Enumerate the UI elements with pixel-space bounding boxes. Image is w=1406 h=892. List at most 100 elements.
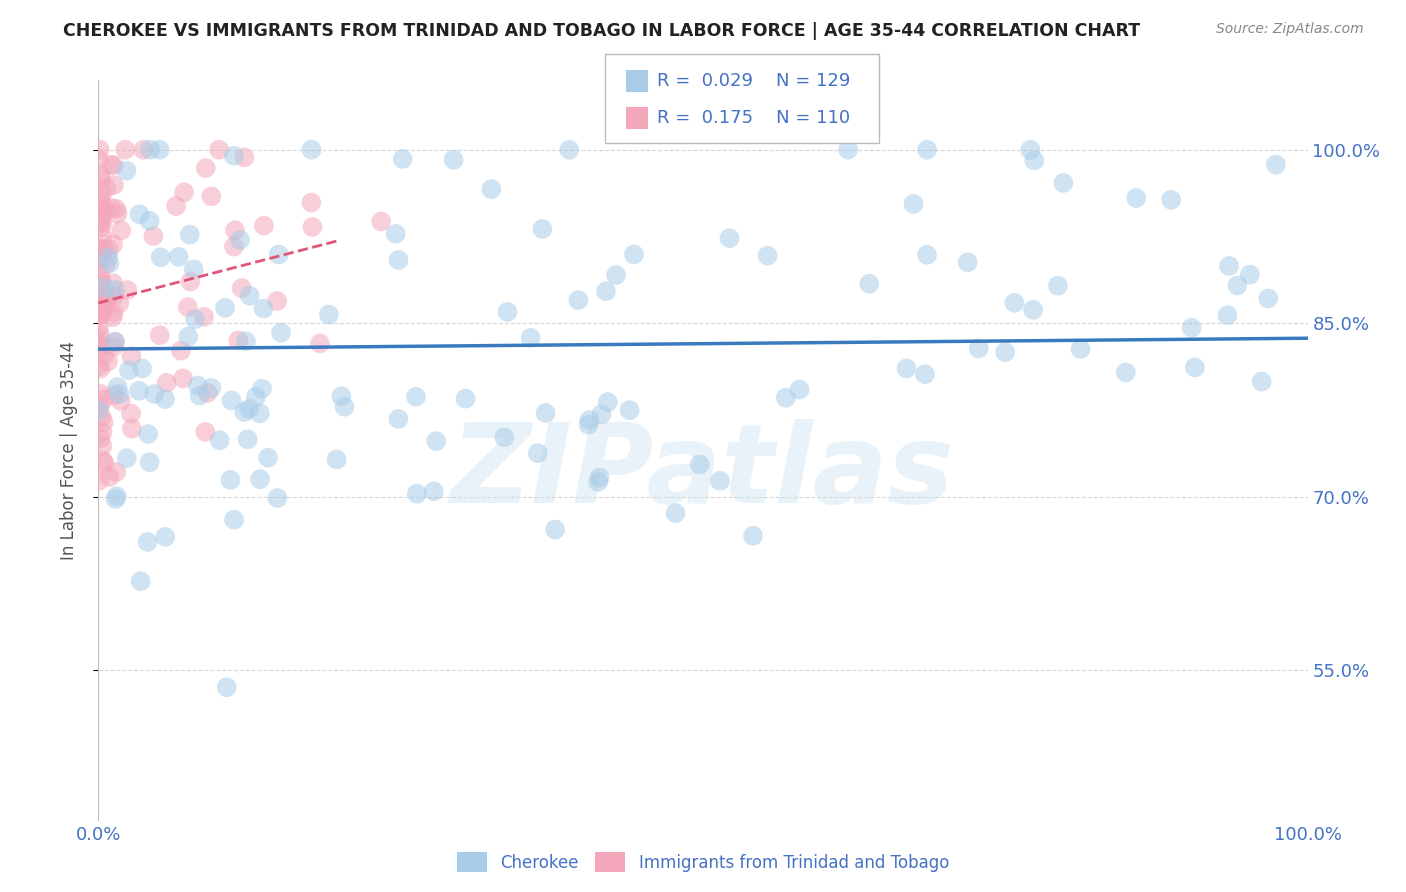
- Point: [266, 491, 288, 505]
- Point: [299, 195, 322, 210]
- Point: [87, 403, 110, 417]
- Y-axis label: In Labor Force | Age 35-44: In Labor Force | Age 35-44: [59, 341, 77, 560]
- Point: [87, 242, 110, 256]
- Point: [98, 256, 121, 270]
- Point: [128, 207, 150, 221]
- Point: [544, 523, 567, 537]
- Point: [235, 334, 257, 349]
- Point: [250, 382, 273, 396]
- Point: [1226, 278, 1249, 293]
- Point: [100, 201, 122, 215]
- Point: [110, 393, 132, 408]
- Point: [188, 389, 211, 403]
- Point: [1024, 153, 1046, 168]
- Point: [301, 143, 323, 157]
- Point: [121, 422, 143, 436]
- Point: [222, 149, 245, 163]
- Point: [89, 432, 111, 446]
- Point: [1160, 193, 1182, 207]
- Point: [87, 320, 110, 334]
- Point: [107, 380, 129, 394]
- Point: [193, 310, 215, 324]
- Point: [229, 233, 252, 247]
- Point: [197, 385, 219, 400]
- Point: [90, 275, 112, 289]
- Point: [115, 451, 138, 466]
- Point: [179, 227, 201, 242]
- Point: [87, 293, 110, 308]
- Point: [238, 401, 260, 416]
- Point: [214, 301, 236, 315]
- Point: [93, 415, 115, 429]
- Point: [425, 434, 447, 449]
- Point: [1239, 268, 1261, 282]
- Point: [93, 281, 115, 295]
- Point: [266, 293, 288, 308]
- Point: [104, 283, 127, 297]
- Point: [104, 491, 127, 506]
- Point: [89, 277, 111, 291]
- Point: [156, 376, 179, 390]
- Point: [384, 227, 406, 241]
- Point: [89, 386, 111, 401]
- Point: [97, 354, 120, 368]
- Point: [165, 199, 187, 213]
- Point: [179, 275, 201, 289]
- Point: [578, 417, 600, 432]
- Point: [1019, 143, 1042, 157]
- Point: [534, 406, 557, 420]
- Point: [219, 473, 242, 487]
- Point: [142, 229, 165, 244]
- Point: [87, 288, 110, 302]
- Point: [1125, 191, 1147, 205]
- Point: [454, 392, 477, 406]
- Point: [245, 390, 267, 404]
- Point: [718, 231, 741, 245]
- Point: [136, 427, 159, 442]
- Point: [208, 143, 231, 157]
- Point: [236, 433, 259, 447]
- Point: [742, 529, 765, 543]
- Point: [222, 513, 245, 527]
- Point: [967, 342, 990, 356]
- Point: [103, 388, 125, 402]
- Point: [89, 298, 111, 312]
- Point: [370, 214, 392, 228]
- Point: [1070, 342, 1092, 356]
- Legend: Cherokee, Immigrants from Trinidad and Tobago: Cherokee, Immigrants from Trinidad and T…: [450, 846, 956, 879]
- Point: [222, 239, 245, 253]
- Point: [131, 361, 153, 376]
- Text: R =  0.175    N = 110: R = 0.175 N = 110: [657, 109, 849, 128]
- Point: [1046, 278, 1069, 293]
- Point: [115, 163, 138, 178]
- Point: [94, 301, 117, 315]
- Point: [194, 425, 217, 439]
- Point: [87, 307, 110, 321]
- Point: [90, 213, 112, 227]
- Point: [443, 153, 465, 167]
- Point: [89, 333, 111, 347]
- Point: [89, 327, 111, 342]
- Point: [1022, 302, 1045, 317]
- Point: [177, 329, 200, 343]
- Point: [143, 387, 166, 401]
- Point: [177, 300, 200, 314]
- Point: [596, 395, 619, 409]
- Point: [1002, 296, 1025, 310]
- Point: [89, 169, 111, 183]
- Point: [90, 171, 112, 186]
- Point: [100, 158, 122, 172]
- Point: [93, 392, 115, 407]
- Point: [89, 309, 111, 323]
- Point: [172, 371, 194, 385]
- Point: [90, 361, 112, 376]
- Point: [896, 361, 918, 376]
- Point: [89, 303, 111, 318]
- Point: [148, 143, 170, 157]
- Point: [330, 389, 353, 403]
- Point: [709, 474, 731, 488]
- Point: [387, 252, 409, 267]
- Point: [87, 253, 110, 268]
- Point: [481, 182, 503, 196]
- Point: [309, 336, 332, 351]
